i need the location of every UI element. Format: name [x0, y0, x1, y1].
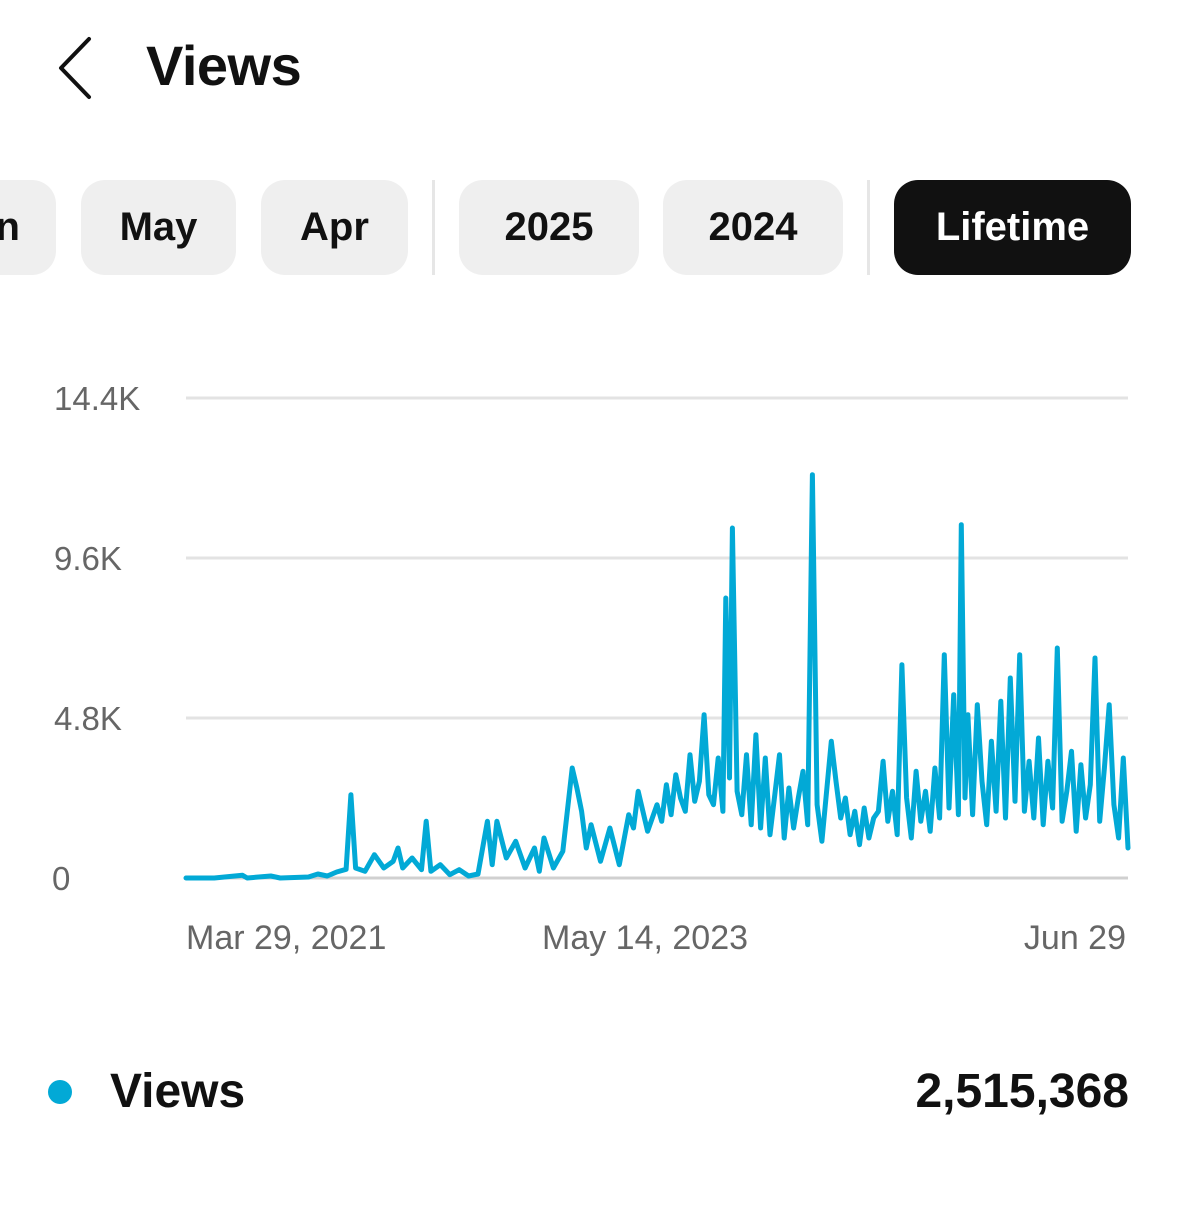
filter-divider — [432, 180, 435, 275]
filter-divider — [867, 180, 870, 275]
x-tick-label: May 14, 2023 — [542, 919, 748, 957]
period-filter-row: Jun May Apr 2025 2024 Lifetime — [0, 180, 1179, 276]
filter-chip-lifetime[interactable]: Lifetime — [894, 180, 1131, 275]
x-tick-label: Mar 29, 2021 — [186, 919, 386, 957]
page-title: Views — [146, 34, 302, 97]
header: Views — [0, 0, 1179, 140]
filter-chip-2024[interactable]: 2024 — [663, 180, 843, 275]
legend-row: Views 2,515,368 — [0, 1050, 1179, 1130]
filter-chip-2025[interactable]: 2025 — [459, 180, 639, 275]
x-tick-label: Jun 29 — [1024, 919, 1126, 957]
views-line-chart: 0 4.8K 9.6K 14.4K Mar 29, 2021 May 14, 2023 J… — [52, 380, 1131, 957]
legend-label: Views — [110, 1065, 246, 1118]
y-tick-label: 9.6K — [54, 540, 122, 577]
back-button[interactable] — [40, 28, 110, 108]
chart-x-axis: Mar 29, 2021 May 14, 2023 Jun 29 — [186, 919, 1126, 957]
views-series-line — [183, 472, 1131, 881]
chart-series — [183, 472, 1131, 881]
filter-chip-may[interactable]: May — [81, 180, 236, 275]
y-tick-label: 4.8K — [54, 700, 122, 737]
chart-gridlines — [186, 396, 1128, 880]
filter-chip-jun[interactable]: Jun — [0, 180, 56, 275]
chevron-left-icon — [59, 37, 91, 99]
total-views-value: 2,515,368 — [915, 1065, 1129, 1118]
y-tick-label: 14.4K — [54, 380, 140, 417]
filter-chip-apr[interactable]: Apr — [261, 180, 408, 275]
chart-y-axis: 0 4.8K 9.6K 14.4K — [52, 380, 140, 897]
y-tick-label: 0 — [52, 860, 70, 897]
legend-color-dot — [48, 1080, 72, 1104]
